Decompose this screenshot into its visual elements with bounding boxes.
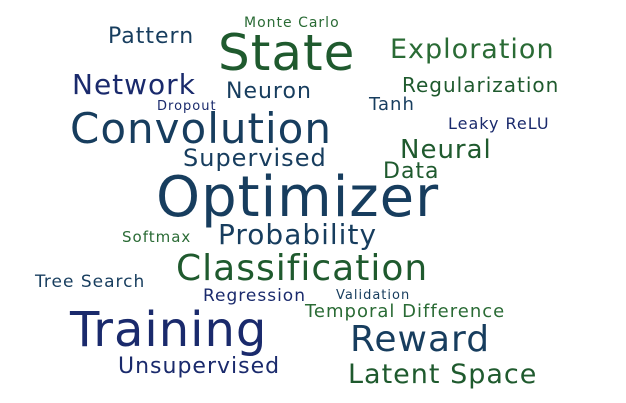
word-network: Network [72,68,196,101]
word-monte-carlo: Monte Carlo [244,15,340,31]
word-training: Training [70,302,268,358]
word-exploration: Exploration [390,34,555,65]
word-pattern: Pattern [108,24,195,49]
word-state: State [218,24,356,82]
word-optimizer: Optimizer [156,165,440,230]
word-probability: Probability [218,218,378,251]
word-validation: Validation [336,288,411,303]
word-data: Data [383,159,440,184]
word-neural: Neural [400,135,492,165]
word-tree-search: Tree Search [35,272,146,292]
word-regularization: Regularization [402,73,560,97]
word-convolution: Convolution [70,104,332,153]
word-leaky-relu: Leaky ReLU [448,114,550,133]
word-unsupervised: Unsupervised [118,354,281,379]
word-reward: Reward [350,319,491,360]
word-tanh: Tanh [369,94,415,115]
word-neuron: Neuron [226,79,312,104]
word-latent-space: Latent Space [348,359,538,390]
word-temporal-difference: Temporal Difference [305,301,506,322]
word-softmax: Softmax [122,228,192,246]
word-dropout: Dropout [157,99,217,114]
word-classification: Classification [176,248,429,289]
word-supervised: Supervised [183,144,327,172]
word-regression: Regression [203,286,306,306]
